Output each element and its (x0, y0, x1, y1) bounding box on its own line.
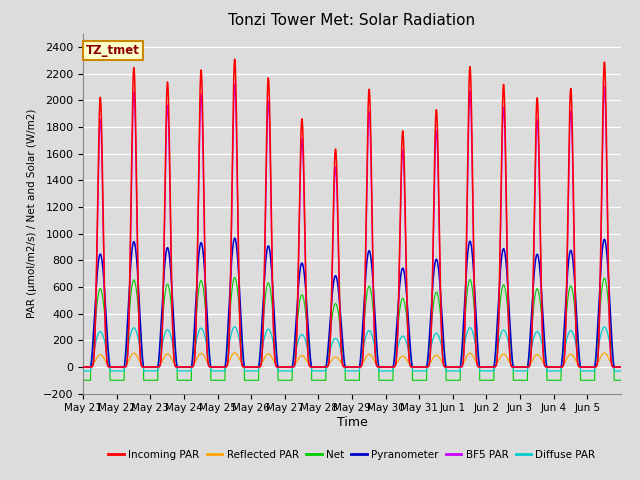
X-axis label: Time: Time (337, 416, 367, 429)
Title: Tonzi Tower Met: Solar Radiation: Tonzi Tower Met: Solar Radiation (228, 13, 476, 28)
Y-axis label: PAR (μmol/m2/s) / Net and Solar (W/m2): PAR (μmol/m2/s) / Net and Solar (W/m2) (28, 109, 37, 318)
Legend: Incoming PAR, Reflected PAR, Net, Pyranometer, BF5 PAR, Diffuse PAR: Incoming PAR, Reflected PAR, Net, Pyrano… (104, 445, 600, 464)
Text: TZ_tmet: TZ_tmet (86, 44, 140, 58)
